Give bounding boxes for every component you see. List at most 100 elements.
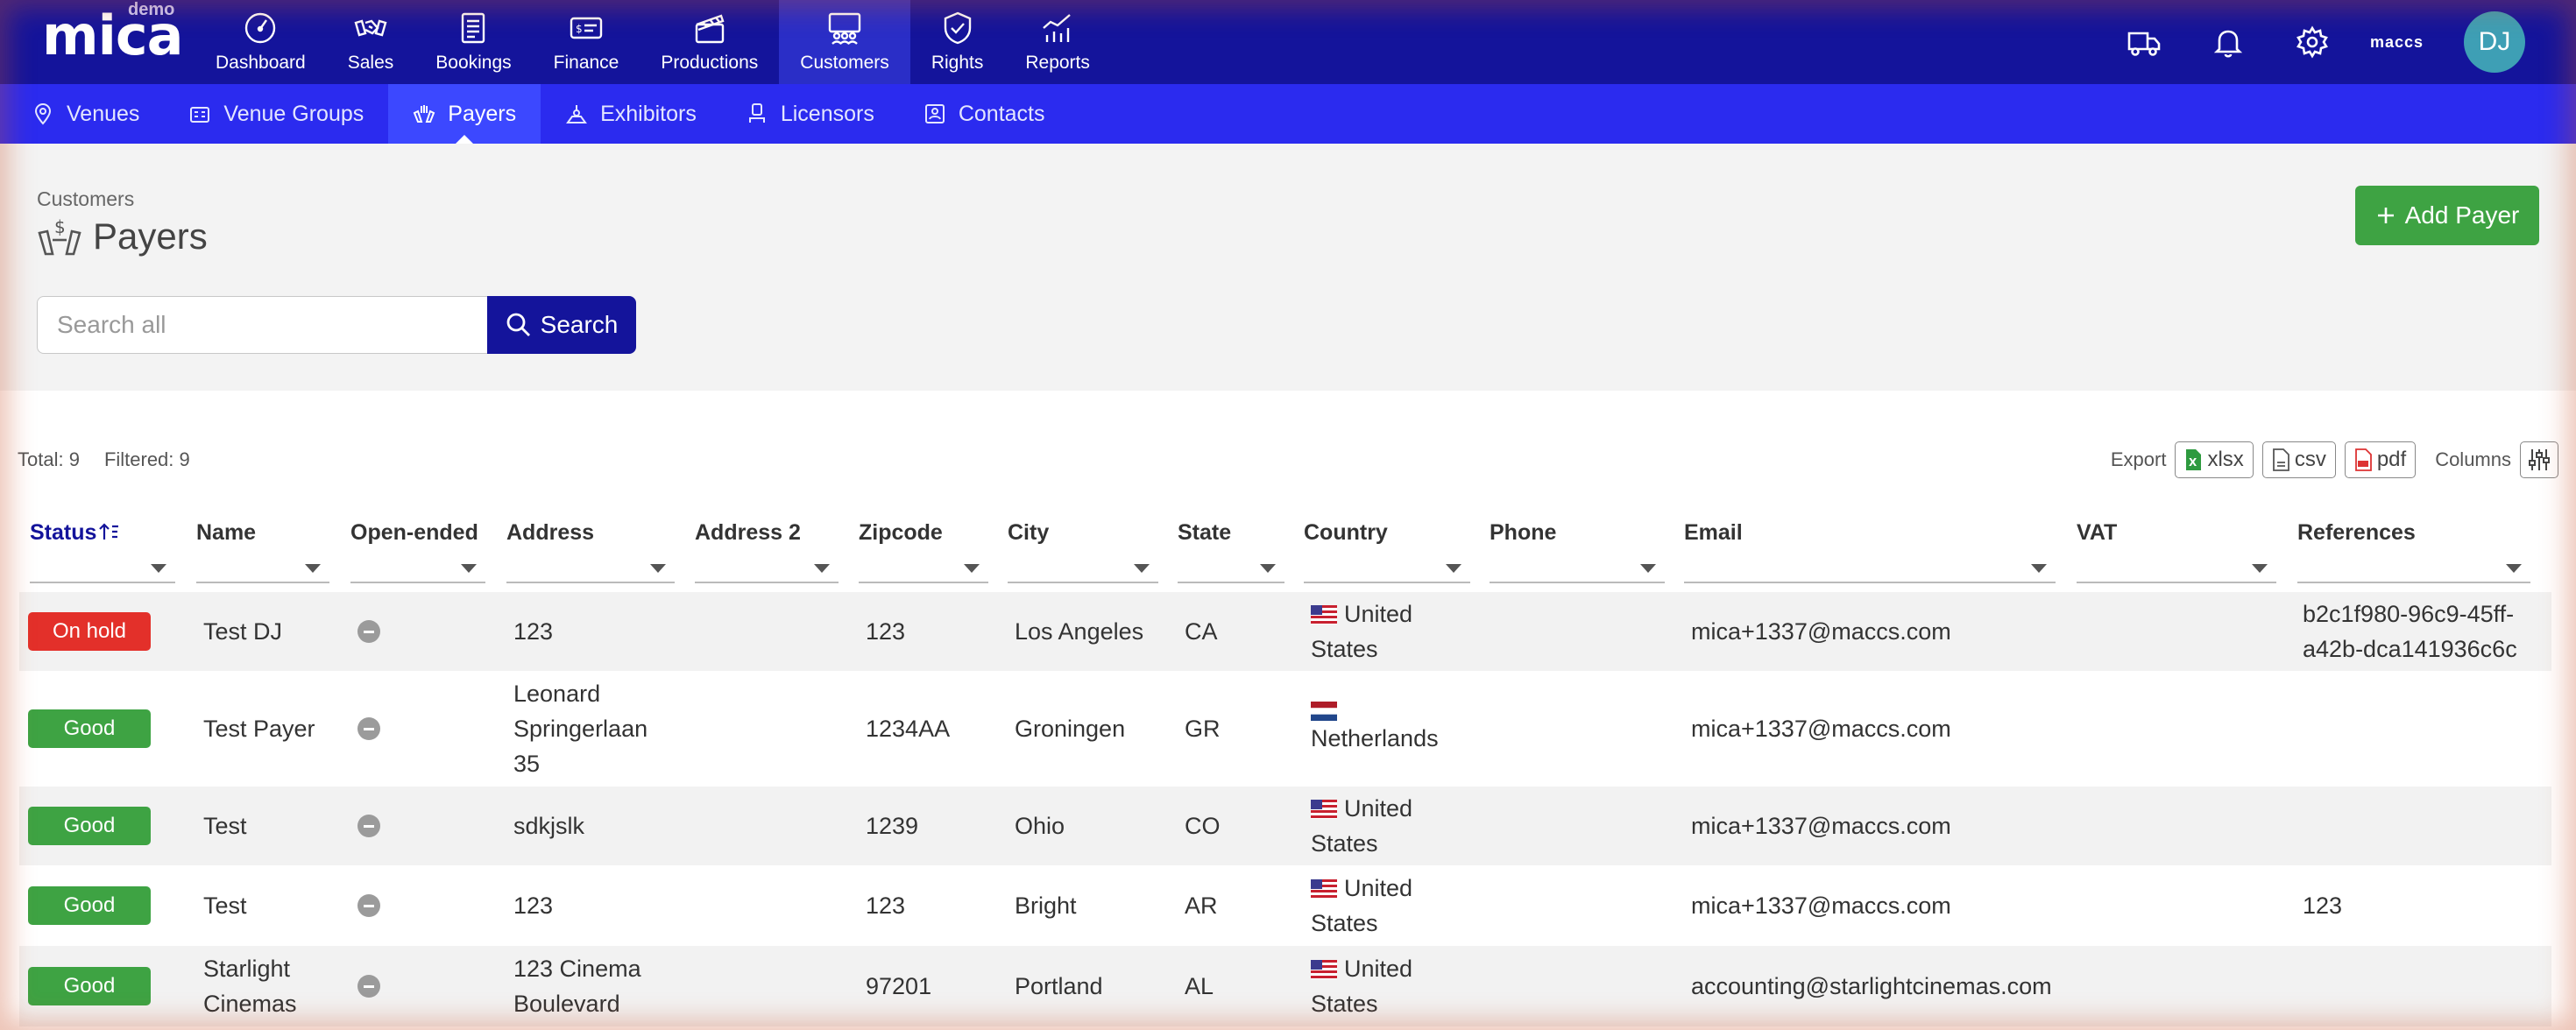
country-cell: United States: [1311, 787, 1451, 865]
table-row[interactable]: Good Test 123 123 Bright AR United State…: [19, 865, 2551, 946]
column-filter[interactable]: [695, 554, 839, 583]
filtered-count: Filtered: 9: [103, 448, 190, 470]
nav-item-finance[interactable]: $ Finance: [533, 0, 640, 84]
address-cell: 123: [513, 892, 554, 919]
main-nav: Dashboard Sales Bookings $ Finance Produ…: [195, 0, 1111, 84]
subnav-item-contacts[interactable]: Contacts: [899, 84, 1070, 144]
export-pdf-button[interactable]: pdf: [2344, 441, 2417, 478]
column-header-city[interactable]: City: [997, 504, 1167, 585]
column-header-name[interactable]: Name: [186, 504, 338, 585]
column-header-address[interactable]: Address: [496, 504, 683, 585]
contact-icon: [924, 104, 945, 123]
column-label: Name: [196, 520, 257, 545]
country-cell: United States: [1311, 865, 1451, 946]
column-header-phone[interactable]: Phone: [1479, 504, 1674, 585]
status-badge: Good: [28, 967, 151, 1005]
column-filter[interactable]: [1304, 554, 1470, 583]
finance-icon: $: [570, 17, 603, 39]
country-name: United States: [1311, 875, 1413, 936]
subnav-item-payers[interactable]: Payers: [388, 84, 541, 144]
column-filter[interactable]: [350, 554, 485, 583]
address-cell: 123 Cinema Boulevard: [513, 956, 641, 1017]
search-input[interactable]: [37, 296, 487, 354]
column-header-email[interactable]: Email: [1674, 504, 2064, 585]
nav-item-sales[interactable]: Sales: [327, 0, 415, 84]
nav-item-bookings[interactable]: Bookings: [414, 0, 532, 84]
customers-icon: [828, 12, 861, 45]
username-label[interactable]: maccs: [2369, 32, 2424, 51]
column-filter[interactable]: [1178, 554, 1284, 583]
add-payer-button[interactable]: Add Payer: [2355, 186, 2539, 245]
zipcode-cell: 97201: [866, 973, 932, 999]
nav-label: Finance: [553, 53, 619, 73]
column-filter[interactable]: [859, 554, 988, 583]
avatar[interactable]: DJ: [2464, 11, 2525, 73]
nav-item-rights[interactable]: Rights: [910, 0, 1005, 84]
search-button[interactable]: Search: [487, 296, 636, 354]
column-filter[interactable]: [2077, 554, 2276, 583]
table-stats: Total: 9 Filtered: 9: [18, 448, 190, 471]
gear-icon[interactable]: [2295, 25, 2330, 60]
open-ended-cell: [357, 865, 380, 946]
status-cell: On hold: [28, 592, 151, 671]
column-filter[interactable]: [2297, 554, 2530, 583]
svg-text:$: $: [54, 216, 66, 237]
truck-icon[interactable]: [2127, 25, 2162, 60]
column-header-open-ended[interactable]: Open-ended: [340, 504, 494, 585]
nav-item-dashboard[interactable]: Dashboard: [195, 0, 327, 84]
app-logo[interactable]: mica: [42, 4, 183, 67]
sliders-icon: [2529, 449, 2550, 470]
payers-table-body: On hold Test DJ 123 123 Los Angeles CA U…: [19, 592, 2551, 1026]
nav-item-reports[interactable]: Reports: [1004, 0, 1111, 84]
handshake-icon: [354, 19, 387, 37]
us-flag-icon: [1311, 800, 1337, 819]
column-filter[interactable]: [196, 554, 329, 583]
table-row[interactable]: Good Test Payer Leonard Springerlaan 35 …: [19, 671, 2551, 787]
table-row[interactable]: Good Starlight Cinemas 123 Cinema Boulev…: [19, 946, 2551, 1026]
subnav-item-licensors[interactable]: Licensors: [721, 84, 899, 144]
nav-item-productions[interactable]: Productions: [640, 0, 779, 84]
column-filter[interactable]: [1008, 554, 1158, 583]
column-header-country[interactable]: Country: [1293, 504, 1479, 585]
column-header-address-2[interactable]: Address 2: [684, 504, 847, 585]
address-cell: 123: [513, 618, 554, 645]
columns-settings-button[interactable]: [2520, 441, 2558, 478]
minus-circle-icon: [357, 894, 380, 917]
subnav-label: Licensors: [780, 101, 874, 126]
subnav-item-venues[interactable]: Venues: [7, 84, 164, 144]
column-filter[interactable]: [1684, 554, 2056, 583]
city-cell: Bright: [1015, 892, 1077, 919]
column-filter[interactable]: [30, 554, 175, 583]
subnav-item-exhibitors[interactable]: Exhibitors: [541, 84, 721, 144]
column-header-zipcode[interactable]: Zipcode: [848, 504, 997, 585]
city-cell: Groningen: [1015, 716, 1126, 742]
export-csv-label: csv: [2294, 448, 2326, 471]
export-toolbar: Export X xlsx csv pdf Columns: [2111, 441, 2558, 478]
pdf-file-icon: [2354, 448, 2372, 471]
column-header-status[interactable]: Status: [19, 504, 184, 585]
breadcrumb[interactable]: Customers: [37, 187, 135, 210]
column-label: VAT: [2077, 520, 2118, 545]
column-header-vat[interactable]: VAT: [2066, 504, 2285, 585]
column-filter[interactable]: [506, 554, 675, 583]
search-icon: [506, 313, 530, 336]
references-cell: 123: [2303, 892, 2343, 919]
table-row[interactable]: On hold Test DJ 123 123 Los Angeles CA U…: [19, 592, 2551, 671]
column-filter[interactable]: [1490, 554, 1665, 583]
export-csv-button[interactable]: csv: [2261, 441, 2336, 478]
page-title: $ Payers: [37, 214, 208, 259]
excel-file-icon: X: [2186, 449, 2202, 470]
zipcode-cell: 123: [866, 892, 906, 919]
column-label: Status: [30, 520, 121, 546]
city-cell: Portland: [1015, 973, 1103, 999]
subnav-item-venue-groups[interactable]: Venue Groups: [164, 84, 388, 144]
column-label: Country: [1304, 520, 1388, 545]
export-xlsx-button[interactable]: X xlsx: [2175, 441, 2254, 478]
bell-icon[interactable]: [2211, 25, 2246, 60]
nav-item-customers[interactable]: Customers: [779, 0, 910, 84]
table-row[interactable]: Good Test sdkjslk 1239 Ohio CO United St…: [19, 787, 2551, 865]
column-header-state[interactable]: State: [1167, 504, 1293, 585]
column-header-references[interactable]: References: [2287, 504, 2539, 585]
subnav-label: Venue Groups: [223, 101, 364, 126]
svg-text:X: X: [2189, 456, 2197, 469]
